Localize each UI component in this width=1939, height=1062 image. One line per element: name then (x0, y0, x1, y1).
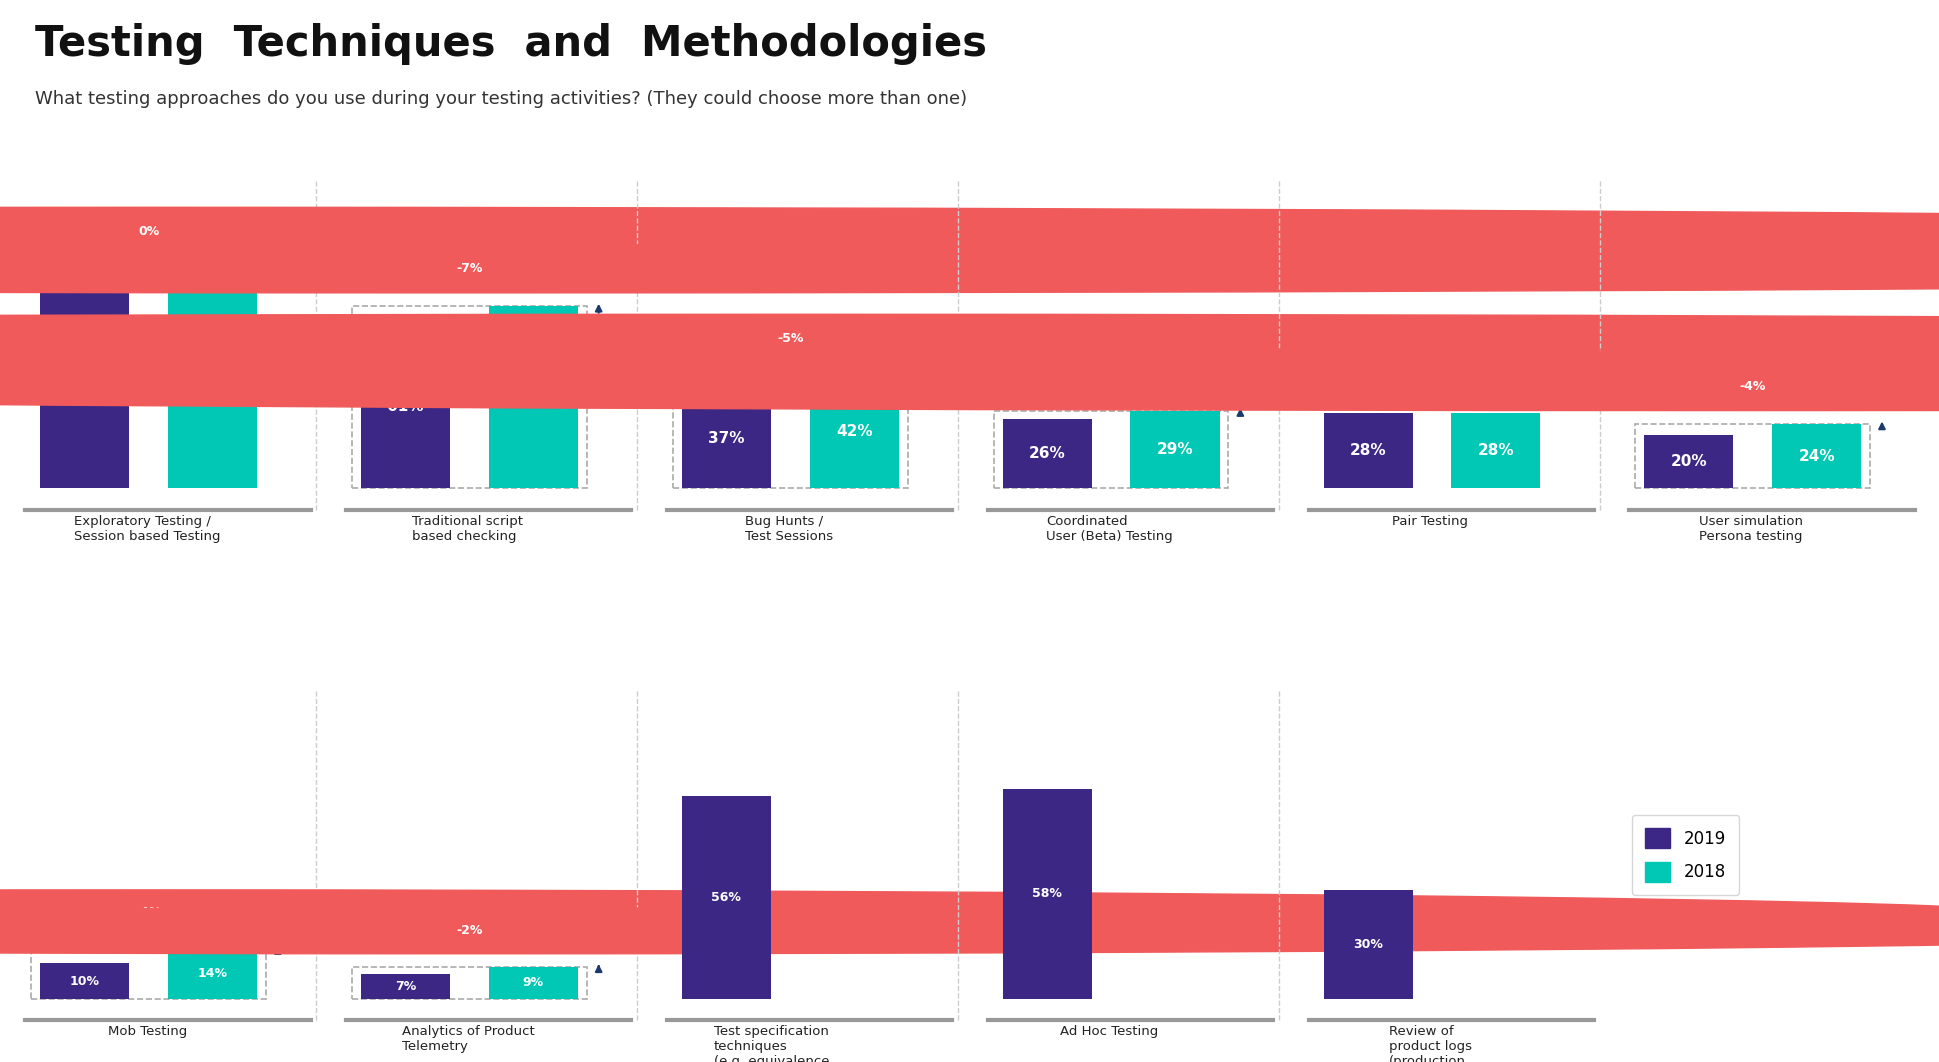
Text: 68%: 68% (514, 390, 551, 405)
Text: 9%: 9% (522, 976, 543, 990)
Bar (361, 974, 450, 999)
Text: Test specification
techniques
(e.g. equivalence
partitioning, boundary
analysis,: Test specification techniques (e.g. equi… (714, 1025, 863, 1062)
Bar (169, 948, 256, 999)
Text: -7%: -7% (456, 262, 483, 275)
Bar (681, 389, 770, 489)
Bar (1770, 424, 1860, 489)
Bar (361, 325, 450, 489)
Circle shape (0, 244, 1939, 293)
Bar (1002, 418, 1092, 489)
Circle shape (0, 890, 1939, 936)
Bar (1130, 411, 1220, 489)
Text: Mob Testing: Mob Testing (107, 1025, 186, 1038)
Text: 42%: 42% (836, 425, 873, 440)
Text: 20%: 20% (1669, 453, 1706, 469)
Bar (41, 963, 130, 999)
Text: 24%: 24% (1797, 448, 1834, 463)
Bar (353, 966, 586, 999)
Text: Review of
product logs
(production
or testing): Review of product logs (production or te… (1388, 1025, 1472, 1062)
Legend: 2019, 2018: 2019, 2018 (1631, 815, 1737, 895)
Circle shape (0, 908, 1939, 954)
Bar (809, 376, 898, 489)
Text: 26%: 26% (1028, 446, 1065, 461)
Text: -3%: -3% (1097, 366, 1123, 379)
Text: 37%: 37% (708, 431, 745, 446)
Text: Testing  Techniques  and  Methodologies: Testing Techniques and Methodologies (35, 23, 987, 66)
Text: Pair Testing: Pair Testing (1392, 515, 1468, 528)
Text: 28%: 28% (1478, 443, 1512, 458)
Circle shape (0, 349, 1939, 397)
Text: What testing approaches do you use during your testing activities? (They could c: What testing approaches do you use durin… (35, 90, 966, 108)
Text: 14%: 14% (198, 967, 227, 980)
Text: -4%: -4% (1739, 380, 1764, 393)
Text: -2%: -2% (456, 924, 483, 938)
Text: Traditional script
based checking: Traditional script based checking (413, 515, 524, 543)
Text: -5%: -5% (778, 331, 803, 345)
Text: 56%: 56% (712, 891, 741, 904)
Text: 82%: 82% (194, 371, 231, 386)
Text: Ad Hoc Testing: Ad Hoc Testing (1061, 1025, 1158, 1038)
Bar (1635, 424, 1869, 489)
Text: 7%: 7% (396, 980, 417, 993)
Text: 28%: 28% (1350, 443, 1386, 458)
Circle shape (0, 352, 1939, 400)
Bar (1644, 434, 1733, 489)
Bar (489, 306, 578, 489)
Circle shape (0, 362, 1939, 411)
Text: User simulation
Persona testing: User simulation Persona testing (1699, 515, 1803, 543)
Text: 29%: 29% (1156, 442, 1192, 457)
Text: 61%: 61% (388, 399, 423, 414)
Text: 58%: 58% (1032, 888, 1063, 901)
Bar (673, 376, 907, 489)
Bar (353, 306, 586, 489)
Text: 0%: 0% (138, 225, 159, 238)
Bar (1322, 890, 1412, 999)
Circle shape (0, 314, 1939, 362)
Text: -4%: -4% (136, 906, 161, 920)
Text: Coordinated
User (Beta) Testing: Coordinated User (Beta) Testing (1045, 515, 1173, 543)
Bar (1322, 413, 1412, 489)
Bar (681, 795, 770, 999)
Bar (169, 269, 256, 489)
Bar (1002, 789, 1092, 999)
Bar (31, 948, 266, 999)
Circle shape (0, 207, 1939, 256)
Text: Exploratory Testing /
Session based Testing: Exploratory Testing / Session based Test… (74, 515, 221, 543)
Bar (1450, 413, 1540, 489)
Bar (41, 269, 130, 489)
Bar (489, 966, 578, 999)
Text: Analytics of Product
Telemetry: Analytics of Product Telemetry (401, 1025, 533, 1052)
Text: 0%: 0% (1421, 370, 1443, 382)
Bar (993, 411, 1227, 489)
Text: Bug Hunts /
Test Sessions: Bug Hunts / Test Sessions (745, 515, 832, 543)
Text: 10%: 10% (70, 975, 99, 988)
Text: 30%: 30% (1351, 938, 1383, 952)
Text: 82%: 82% (66, 371, 103, 386)
